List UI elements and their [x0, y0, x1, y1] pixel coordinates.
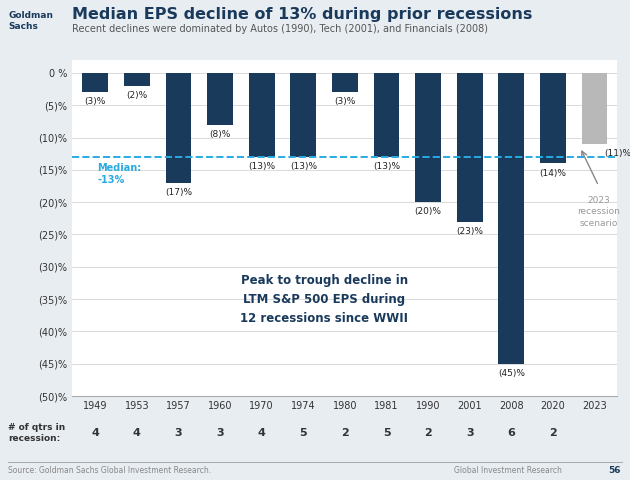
- Text: 4: 4: [133, 428, 141, 438]
- Bar: [498, 73, 524, 364]
- Text: 2: 2: [549, 428, 557, 438]
- Text: (3)%: (3)%: [335, 97, 355, 107]
- Text: 6: 6: [507, 428, 515, 438]
- Text: Global Investment Research: Global Investment Research: [454, 466, 561, 475]
- Bar: [207, 73, 233, 125]
- Bar: [249, 73, 275, 157]
- Text: (8)%: (8)%: [209, 130, 231, 139]
- Bar: [581, 73, 607, 144]
- Bar: [540, 73, 566, 163]
- Text: (13)%: (13)%: [290, 162, 317, 171]
- Text: 4: 4: [91, 428, 100, 438]
- Text: Median:
-13%: Median: -13%: [98, 163, 142, 185]
- Text: (45)%: (45)%: [498, 369, 525, 378]
- Text: 3: 3: [216, 428, 224, 438]
- Text: Goldman: Goldman: [8, 11, 53, 20]
- Text: (11)%: (11)%: [604, 149, 630, 158]
- Text: 5: 5: [299, 428, 307, 438]
- Text: 3: 3: [466, 428, 474, 438]
- Text: (2)%: (2)%: [126, 91, 147, 100]
- Text: Peak to trough decline in
LTM S&P 500 EPS during
12 recessions since WWII: Peak to trough decline in LTM S&P 500 EP…: [240, 274, 408, 324]
- Text: 2: 2: [424, 428, 432, 438]
- Text: (14)%: (14)%: [539, 168, 566, 178]
- Text: 56: 56: [608, 466, 621, 475]
- Text: (13)%: (13)%: [373, 162, 400, 171]
- Text: Median EPS decline of 13% during prior recessions: Median EPS decline of 13% during prior r…: [72, 7, 533, 22]
- Text: (3)%: (3)%: [84, 97, 106, 107]
- Text: 2023
recession
scenario: 2023 recession scenario: [577, 196, 620, 228]
- Text: 2: 2: [341, 428, 349, 438]
- Text: Sachs: Sachs: [8, 22, 38, 31]
- Text: Source: Goldman Sachs Global Investment Research.: Source: Goldman Sachs Global Investment …: [8, 466, 211, 475]
- Bar: [374, 73, 399, 157]
- Bar: [83, 73, 108, 92]
- Text: (13)%: (13)%: [248, 162, 275, 171]
- Bar: [415, 73, 441, 202]
- Bar: [290, 73, 316, 157]
- Text: 3: 3: [175, 428, 182, 438]
- Text: (20)%: (20)%: [415, 207, 442, 216]
- Text: # of qtrs in
recession:: # of qtrs in recession:: [8, 423, 66, 443]
- Text: (23)%: (23)%: [456, 227, 483, 236]
- Text: 4: 4: [258, 428, 266, 438]
- Text: (17)%: (17)%: [165, 188, 192, 197]
- Text: 5: 5: [382, 428, 391, 438]
- Bar: [457, 73, 483, 222]
- Text: Recent declines were dominated by Autos (1990), Tech (2001), and Financials (200: Recent declines were dominated by Autos …: [72, 24, 488, 34]
- Bar: [124, 73, 150, 86]
- Bar: [332, 73, 358, 92]
- Bar: [166, 73, 192, 183]
